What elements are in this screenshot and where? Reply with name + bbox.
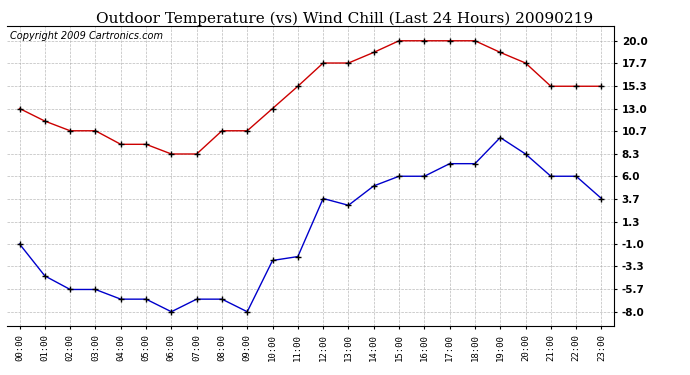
Text: Copyright 2009 Cartronics.com: Copyright 2009 Cartronics.com [10, 31, 163, 41]
Text: Outdoor Temperature (vs) Wind Chill (Last 24 Hours) 20090219: Outdoor Temperature (vs) Wind Chill (Las… [97, 11, 593, 26]
